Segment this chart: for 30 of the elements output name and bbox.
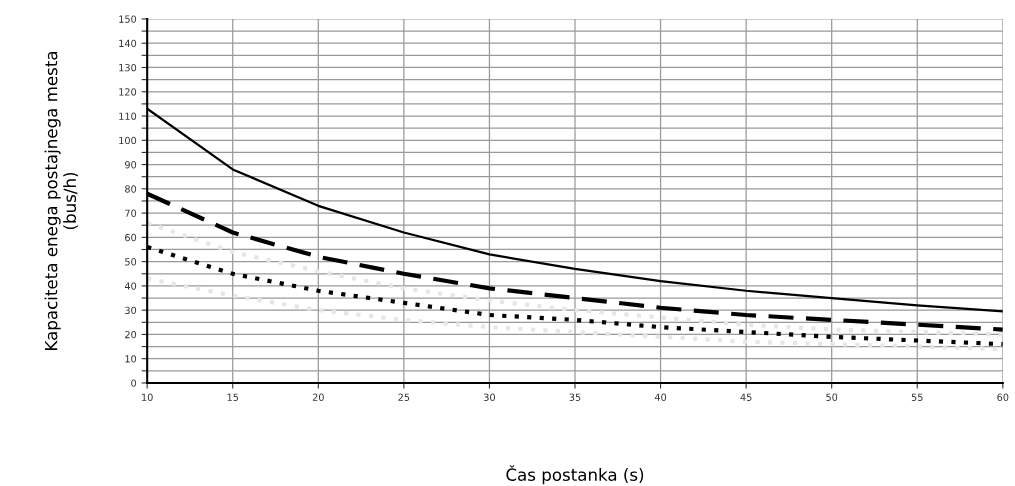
y-tick-label: 50 xyxy=(125,258,137,266)
x-tick-label: 45 xyxy=(740,393,752,401)
y-tick-label: 30 xyxy=(125,306,137,314)
x-axis-title: Čas postanka (s) xyxy=(506,465,644,485)
x-tick-label: 50 xyxy=(826,393,838,401)
y-tick-label: 60 xyxy=(125,233,137,242)
y-tick-label: 140 xyxy=(119,39,137,48)
y-tick-label: 70 xyxy=(125,209,137,217)
x-tick-label: 15 xyxy=(227,393,239,401)
y-tick-label: 110 xyxy=(119,112,137,120)
y-tick-label: 130 xyxy=(119,63,137,72)
y-tick-label: 100 xyxy=(119,136,137,145)
x-tick-label: 55 xyxy=(911,393,923,401)
y-tick-label: 80 xyxy=(125,185,137,193)
line-series xyxy=(147,220,1003,337)
x-tick-label: 20 xyxy=(312,393,324,401)
x-tick-label: 30 xyxy=(483,393,495,401)
y-tick-label: 20 xyxy=(125,330,137,339)
y-tick-label: 120 xyxy=(119,88,137,96)
x-tick-label: 60 xyxy=(997,393,1009,401)
y-tick-label: 0 xyxy=(131,379,137,387)
y-tick-label: 40 xyxy=(124,282,137,290)
x-tick-label: 10 xyxy=(142,393,153,401)
y-tick-label: 90 xyxy=(125,161,137,169)
y-tick-label: 10 xyxy=(125,355,137,363)
y-tick-label: 150 xyxy=(119,15,137,23)
x-tick-label: 40 xyxy=(654,393,667,401)
x-tick-label: 25 xyxy=(398,393,410,401)
x-tick-label: 35 xyxy=(569,393,581,401)
y-axis-title: Kapaciteta enega postajnega mesta (bus/h) xyxy=(44,51,79,350)
